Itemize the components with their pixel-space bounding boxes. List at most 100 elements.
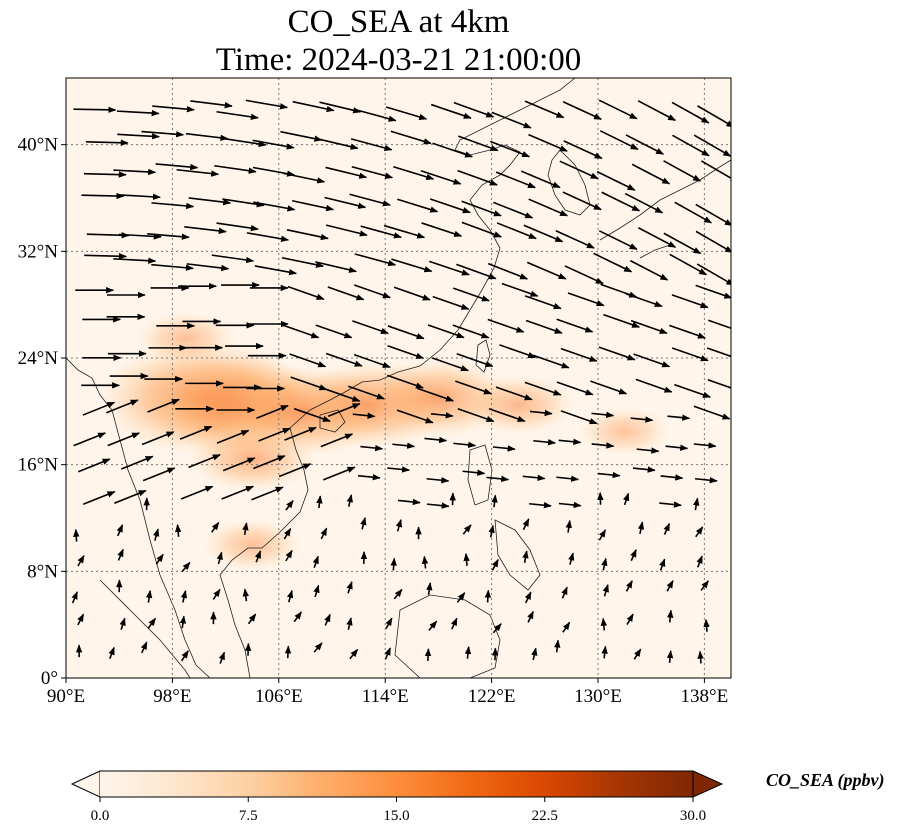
wind-vector [77,613,85,626]
wind-vector [484,589,492,603]
wind-vector [596,170,636,191]
wind-vector [327,286,365,301]
wind-vector [671,347,709,362]
wind-vector [116,109,160,117]
wind-vector [426,477,450,484]
wind-vector [696,263,731,286]
wind-vector [393,588,403,600]
wind-vector [256,404,289,419]
wind-vector [292,199,335,212]
wind-vector [284,645,292,659]
lat-tick-label: 16°N [18,455,59,476]
wind-vector [591,411,615,419]
wind-vector [82,401,116,416]
wind-vector [420,169,462,185]
wind-vector [176,168,220,177]
wind-vector [567,292,605,307]
wind-vector [633,353,671,368]
lon-tick-label: 90°E [47,686,85,707]
wind-vector [351,165,394,179]
wind-vector [258,427,291,442]
wind-vector [669,324,706,339]
wind-vector [708,319,731,330]
wind-vector [315,324,353,339]
wind-vector [281,256,324,268]
wind-vector [253,455,286,470]
wind-vector [626,613,634,625]
wind-vector [697,105,731,128]
wind-vector [663,522,671,535]
wind-vector [283,172,326,184]
wind-vector [659,501,682,508]
wind-vector [630,416,654,423]
wind-vector [211,254,255,264]
wind-vector [325,166,368,179]
wind-vector [349,193,391,207]
wind-vector [523,224,564,243]
lat-tick-label: 40°N [18,135,59,156]
wind-vector [450,617,458,630]
colorbar-tick-label: 22.5 [532,808,558,824]
wind-vector [637,100,677,122]
wind-vector [354,284,391,299]
wind-vector [221,485,254,500]
wind-vector [426,582,433,595]
wind-vector [695,230,731,253]
wind-vector [222,457,256,472]
wind-vector [458,135,499,152]
wind-vector [357,474,381,481]
wind-vector [555,230,595,249]
wind-vector [106,399,139,414]
wind-vector [695,284,731,299]
wind-vector [695,203,731,226]
wind-vector [556,318,594,333]
wind-vector [631,163,671,185]
wind-vector [324,613,331,626]
wind-vector [496,222,537,240]
wind-vector [529,409,553,417]
wind-vector [593,252,633,273]
wind-vector [327,402,361,418]
wind-vector [81,192,125,200]
coastline-indochina [219,78,576,678]
wind-vector [290,376,328,391]
wind-vector [312,555,319,569]
wind-vector [487,262,529,280]
wind-vector [706,347,731,358]
wind-vector [280,130,323,142]
wind-vector [319,101,362,114]
wind-vector [286,229,329,241]
wind-vector [347,385,385,400]
wind-vector [456,353,494,368]
wind-vector [387,325,425,340]
wind-vector [284,426,317,441]
wind-vector [430,412,454,419]
lat-tick-label: 0° [41,668,58,689]
wind-vector [224,137,267,148]
wind-vector [528,198,569,217]
lon-tick-label: 98°E [153,686,191,707]
wind-vector [147,398,180,413]
wind-vector [211,521,220,533]
wind-vector [186,263,230,272]
wind-vector [180,650,189,662]
wind-vector [118,193,161,201]
wind-vector [216,222,259,232]
wind-vector [397,198,439,213]
wind-vector [554,639,561,653]
wind-vector [323,387,361,402]
wind-vector [696,555,703,568]
map-title: CO_SEA at 4km [287,4,510,40]
wind-vector [452,324,490,339]
wind-vector [453,101,495,118]
wind-vector [559,160,599,180]
wind-vector [242,588,249,602]
wind-vector [625,293,663,308]
wind-vector [355,108,397,122]
colorbar-extend-max [692,770,724,798]
wind-vector [599,130,639,151]
wind-vector [354,253,397,267]
wind-vector [216,429,250,444]
wind-vector [116,524,124,537]
wind-vector [151,202,195,210]
